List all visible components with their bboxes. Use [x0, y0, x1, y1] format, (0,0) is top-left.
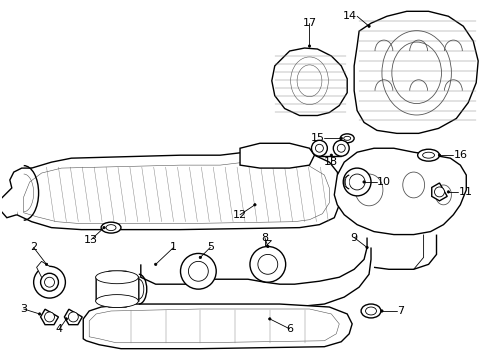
PathPatch shape — [344, 175, 348, 189]
Text: 11: 11 — [457, 187, 471, 197]
PathPatch shape — [334, 148, 466, 235]
PathPatch shape — [0, 168, 32, 218]
Text: 6: 6 — [285, 324, 292, 334]
Circle shape — [253, 204, 256, 206]
Circle shape — [68, 312, 78, 322]
Text: 2: 2 — [30, 243, 37, 252]
Text: 7: 7 — [396, 306, 403, 316]
Circle shape — [365, 246, 367, 249]
Circle shape — [307, 45, 310, 47]
Text: 18: 18 — [324, 157, 338, 167]
Circle shape — [180, 253, 216, 289]
Circle shape — [339, 137, 342, 140]
Text: 13: 13 — [84, 234, 98, 244]
Circle shape — [329, 154, 332, 156]
Circle shape — [41, 273, 59, 291]
Ellipse shape — [96, 294, 138, 307]
Text: 8: 8 — [261, 233, 268, 243]
PathPatch shape — [264, 239, 270, 247]
Circle shape — [102, 226, 105, 229]
Circle shape — [380, 310, 382, 312]
Circle shape — [315, 144, 323, 152]
PathPatch shape — [37, 261, 49, 277]
Ellipse shape — [365, 307, 376, 315]
Text: 4: 4 — [56, 324, 63, 334]
Ellipse shape — [343, 136, 350, 140]
PathPatch shape — [41, 309, 59, 325]
Circle shape — [437, 154, 440, 156]
Circle shape — [434, 187, 444, 197]
Circle shape — [44, 277, 54, 287]
PathPatch shape — [431, 183, 447, 201]
Text: 3: 3 — [20, 304, 27, 314]
Circle shape — [447, 191, 448, 193]
Ellipse shape — [101, 222, 121, 233]
Circle shape — [199, 256, 201, 258]
Ellipse shape — [417, 149, 439, 161]
Text: 5: 5 — [206, 243, 213, 252]
Circle shape — [266, 245, 268, 248]
PathPatch shape — [240, 143, 314, 168]
Circle shape — [45, 263, 48, 266]
Circle shape — [44, 312, 54, 322]
Circle shape — [188, 261, 208, 281]
Text: 17: 17 — [302, 18, 316, 28]
Circle shape — [337, 144, 345, 152]
Ellipse shape — [340, 134, 353, 143]
Circle shape — [249, 247, 285, 282]
Text: 9: 9 — [350, 233, 357, 243]
Circle shape — [362, 181, 365, 183]
PathPatch shape — [96, 271, 139, 307]
Circle shape — [34, 266, 65, 298]
Ellipse shape — [96, 271, 138, 284]
Circle shape — [348, 174, 365, 190]
Circle shape — [311, 140, 326, 156]
Circle shape — [39, 313, 41, 315]
Circle shape — [367, 25, 369, 27]
Text: 16: 16 — [452, 150, 467, 160]
PathPatch shape — [17, 150, 339, 230]
PathPatch shape — [353, 11, 477, 133]
Text: 12: 12 — [232, 210, 246, 220]
Circle shape — [257, 255, 277, 274]
Text: 1: 1 — [170, 243, 177, 252]
Circle shape — [333, 140, 348, 156]
Text: 15: 15 — [310, 133, 324, 143]
PathPatch shape — [64, 309, 82, 325]
Ellipse shape — [106, 225, 116, 231]
Circle shape — [65, 318, 67, 320]
Ellipse shape — [360, 304, 380, 318]
Circle shape — [343, 168, 370, 196]
Circle shape — [154, 263, 157, 266]
Text: 10: 10 — [376, 177, 390, 187]
Circle shape — [268, 318, 270, 320]
Text: 14: 14 — [342, 11, 356, 21]
Ellipse shape — [422, 152, 434, 158]
PathPatch shape — [271, 48, 346, 116]
PathPatch shape — [83, 304, 351, 349]
